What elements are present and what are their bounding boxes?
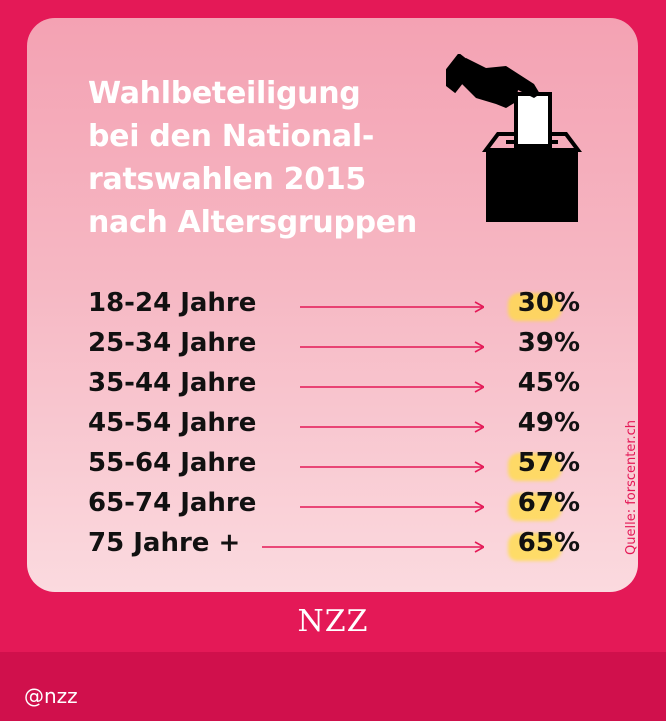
arrow-icon xyxy=(300,301,484,313)
account-handle: @nzz xyxy=(24,684,78,708)
turnout-row: 45-54 Jahre 49% xyxy=(88,408,588,448)
ballot-box-icon xyxy=(446,54,582,222)
arrow-icon xyxy=(262,541,484,553)
arrow-icon xyxy=(300,381,484,393)
turnout-row: 35-44 Jahre 45% xyxy=(88,368,588,408)
age-group-label: 65-74 Jahre xyxy=(88,488,257,518)
value-highlight xyxy=(508,293,562,321)
ballot-box-body xyxy=(486,150,578,222)
turnout-value: 45% xyxy=(517,368,580,398)
age-group-label: 75 Jahre + xyxy=(88,528,241,558)
turnout-value: 39% xyxy=(517,328,580,358)
value-highlight xyxy=(508,493,562,521)
arrow-icon xyxy=(300,461,484,473)
source-note: Quelle: forscenter.ch xyxy=(624,419,639,555)
title-line: ratswahlen 2015 xyxy=(88,162,366,197)
turnout-row: 18-24 Jahre 30% xyxy=(88,288,588,328)
chart-title: Wahlbeteiligung bei den National- ratswa… xyxy=(88,72,468,244)
title-line: Wahlbeteiligung xyxy=(88,76,361,111)
age-group-label: 55-64 Jahre xyxy=(88,448,257,478)
footer-bar xyxy=(0,652,666,721)
value-highlight xyxy=(508,453,562,481)
ballot-box-lid xyxy=(482,132,582,152)
hand-icon xyxy=(446,54,540,108)
age-group-label: 45-54 Jahre xyxy=(88,408,257,438)
arrow-icon xyxy=(300,341,484,353)
title-line: nach Altersgruppen xyxy=(88,205,417,240)
nzz-logo: NZZ xyxy=(297,604,369,639)
age-group-label: 25-34 Jahre xyxy=(88,328,257,358)
title-line: bei den National- xyxy=(88,119,374,154)
turnout-row: 25-34 Jahre 39% xyxy=(88,328,588,368)
age-group-label: 18-24 Jahre xyxy=(88,288,257,318)
turnout-row: 75 Jahre + 65% xyxy=(88,528,588,568)
turnout-value: 49% xyxy=(517,408,580,438)
turnout-value: 65% xyxy=(517,528,580,558)
turnout-row: 55-64 Jahre 57% xyxy=(88,448,588,488)
turnout-value: 30% xyxy=(517,288,580,318)
turnout-row: 65-74 Jahre 67% xyxy=(88,488,588,528)
arrow-icon xyxy=(300,501,484,513)
value-highlight xyxy=(508,533,562,561)
turnout-value: 67% xyxy=(517,488,580,518)
turnout-value: 57% xyxy=(517,448,580,478)
ballot-paper-icon xyxy=(514,92,552,148)
age-group-label: 35-44 Jahre xyxy=(88,368,257,398)
arrow-icon xyxy=(300,421,484,433)
